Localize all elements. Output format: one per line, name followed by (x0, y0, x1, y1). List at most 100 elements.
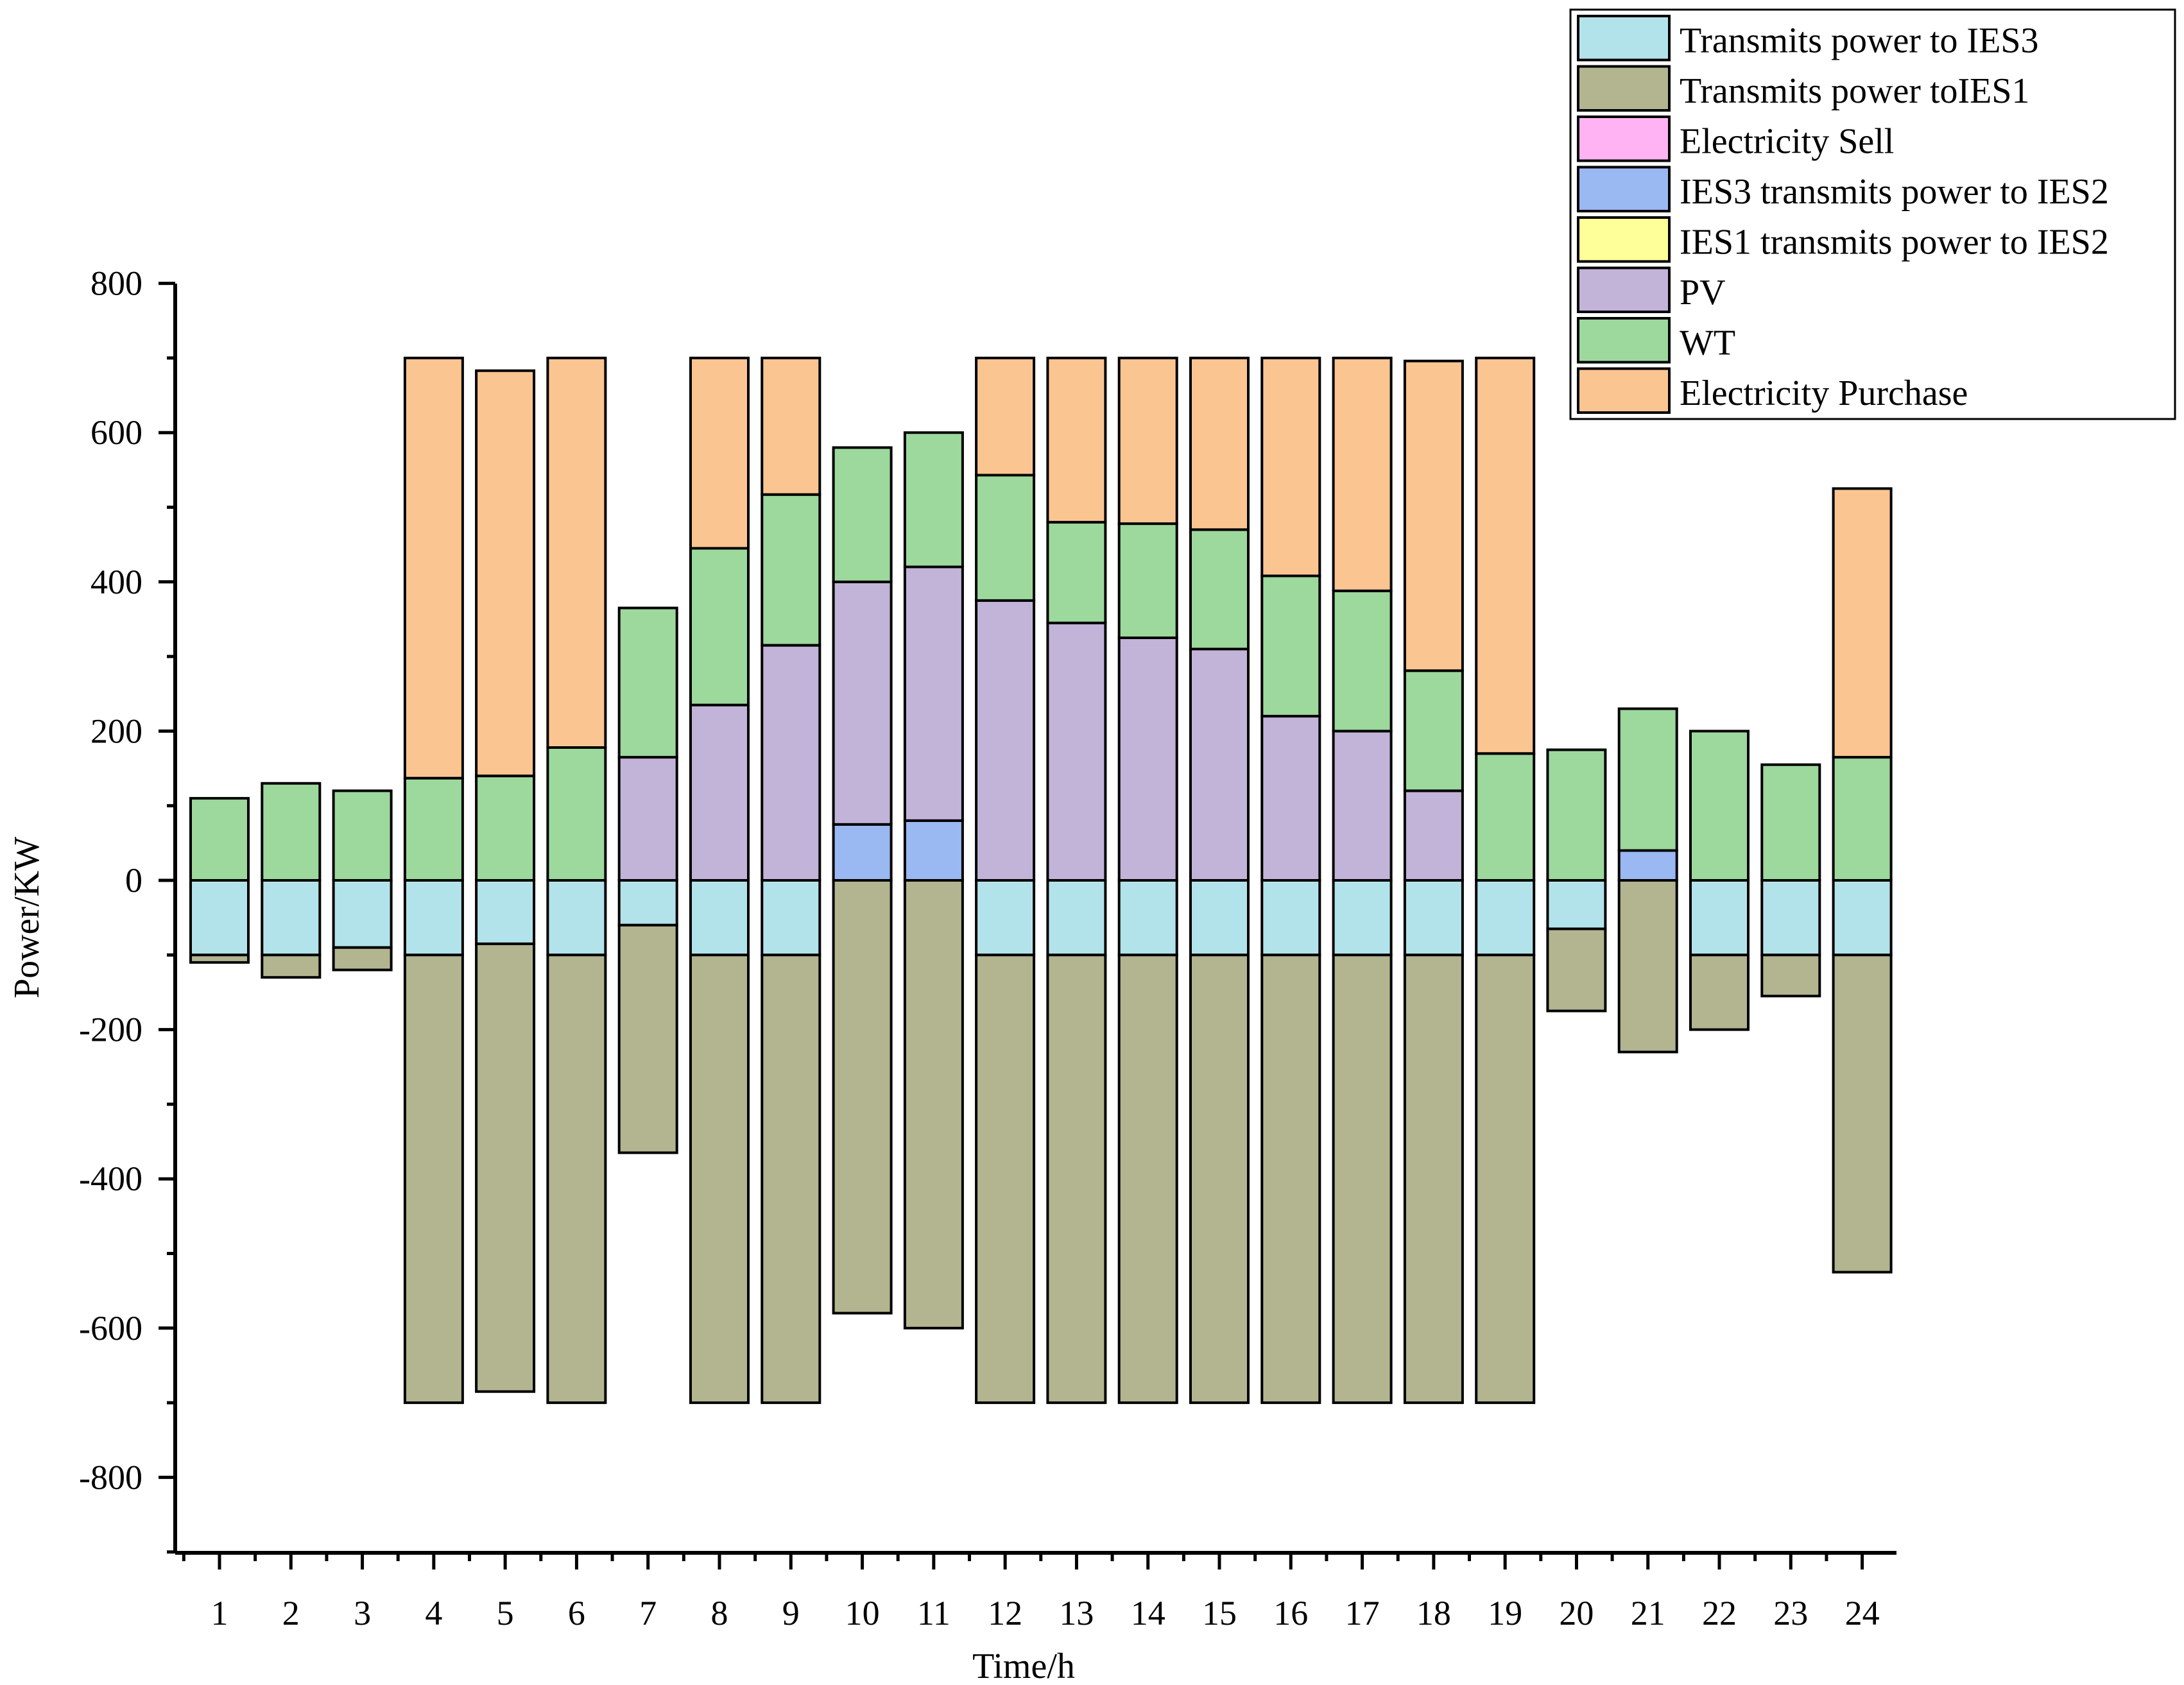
bar-7-t19 (1475, 752, 1536, 882)
bar-2-t24 (1832, 954, 1893, 1274)
y-tick-label: 600 (90, 413, 142, 452)
x-tick-label: 2 (282, 1594, 300, 1632)
legend-label: PV (1680, 273, 1726, 312)
bar-1-t1 (189, 879, 250, 957)
legend-swatch (1577, 115, 1671, 162)
bar-2-t4 (403, 954, 464, 1405)
bar-7-t3 (332, 789, 393, 882)
x-axis-title: Time/h (972, 1647, 1075, 1685)
legend-label: WT (1680, 323, 1735, 363)
bar-4-t10 (832, 823, 893, 882)
legend-swatch (1577, 317, 1671, 364)
bar-1-t13 (1046, 879, 1107, 957)
legend-frame (1569, 8, 2176, 420)
bar-2-t6 (546, 954, 607, 1405)
bars-group (189, 356, 1893, 1405)
x-tick-label: 15 (1202, 1594, 1237, 1632)
bar-2-t10 (832, 879, 893, 1315)
bar-7-t23 (1760, 763, 1821, 882)
bar-8-t16 (1260, 356, 1321, 577)
bar-7-t20 (1546, 748, 1607, 882)
bar-2-t3 (332, 946, 393, 971)
bar-8-t13 (1046, 356, 1107, 524)
bar-7-t4 (403, 776, 464, 882)
legend-label: IES1 transmits power to IES2 (1680, 223, 2109, 262)
bar-1-t24 (1832, 879, 1893, 957)
bar-6-t13 (1046, 621, 1107, 882)
bar-7-t15 (1189, 528, 1250, 651)
legend-label: Transmits power toIES1 (1680, 71, 2030, 111)
bar-6-t7 (617, 756, 678, 882)
x-tick-label: 9 (782, 1594, 800, 1632)
y-tick-label: -600 (79, 1309, 142, 1347)
bar-1-t17 (1332, 879, 1393, 957)
x-tick-label: 16 (1273, 1594, 1308, 1632)
bar-6-t12 (975, 599, 1036, 882)
bar-2-t1 (189, 954, 250, 964)
bar-7-t18 (1403, 669, 1464, 792)
x-tick-label: 11 (917, 1594, 950, 1632)
bar-8-t4 (403, 356, 464, 780)
bar-2-t9 (761, 954, 821, 1405)
x-tick-label: 8 (711, 1594, 728, 1632)
bar-7-t11 (903, 431, 964, 569)
axes-group (173, 284, 1896, 1555)
bar-1-t8 (689, 879, 750, 957)
legend-swatch (1577, 166, 1671, 212)
bar-1-t5 (475, 879, 536, 945)
x-tick-label: 4 (425, 1594, 442, 1632)
bar-4-t21 (1617, 849, 1678, 882)
bar-8-t24 (1832, 487, 1893, 759)
bar-1-t7 (617, 879, 678, 927)
bar-2-t20 (1546, 927, 1607, 1013)
bar-1-t23 (1760, 879, 1821, 957)
bar-7-t10 (832, 446, 893, 583)
x-tick-label: 22 (1702, 1594, 1737, 1632)
bar-2-t11 (903, 879, 964, 1330)
y-tick-label: 200 (90, 712, 142, 750)
bar-7-t5 (475, 774, 536, 882)
bar-6-t10 (832, 580, 893, 826)
x-tick-label: 21 (1631, 1594, 1665, 1632)
bar-8-t14 (1117, 356, 1178, 526)
bar-6-t16 (1260, 715, 1321, 882)
x-tick-label: 24 (1845, 1594, 1880, 1632)
x-tick-label: 19 (1488, 1594, 1522, 1632)
bar-2-t15 (1189, 954, 1250, 1405)
x-tick-label: 17 (1345, 1594, 1380, 1632)
y-tick-label: -200 (79, 1011, 142, 1049)
bar-2-t19 (1475, 954, 1536, 1405)
bar-7-t12 (975, 474, 1036, 602)
bar-8-t17 (1332, 356, 1393, 592)
x-tick-label: 3 (354, 1594, 371, 1632)
y-tick-label: -800 (79, 1458, 142, 1496)
bar-7-t17 (1332, 589, 1393, 733)
bar-8-t15 (1189, 356, 1250, 531)
bar-1-t12 (975, 879, 1036, 957)
bar-2-t7 (617, 923, 678, 1154)
bar-7-t21 (1617, 707, 1678, 852)
bar-8-t12 (975, 356, 1036, 477)
bar-8-t19 (1475, 356, 1536, 755)
bar-8-t5 (475, 369, 536, 778)
x-tick-label: 5 (497, 1594, 514, 1632)
legend-label: Electricity Sell (1680, 122, 1894, 162)
x-ticks-group: 1 2 3 4 5 6 7 8 9 10 11 12 13 14 15 16 17 18 19 20 21 22 23 24 (182, 1553, 1880, 1632)
x-tick-label: 12 (988, 1594, 1022, 1632)
bar-2-t21 (1617, 879, 1678, 1054)
x-tick-label: 20 (1559, 1594, 1594, 1632)
y-tick-label: 800 (90, 264, 142, 303)
bar-2-t23 (1760, 954, 1821, 998)
bar-8-t6 (546, 356, 607, 749)
x-tick-label: 1 (211, 1594, 228, 1632)
x-tick-label: 7 (639, 1594, 657, 1632)
legend-label: Electricity Purchase (1680, 373, 1968, 413)
bar-2-t5 (475, 942, 536, 1393)
y-axis-title: Power/KW (7, 837, 47, 998)
bar-6-t8 (689, 703, 750, 882)
legend-swatch (1577, 65, 1671, 112)
legend-swatch (1577, 15, 1671, 62)
bar-6-t9 (761, 644, 821, 882)
bar-7-t13 (1046, 520, 1107, 624)
